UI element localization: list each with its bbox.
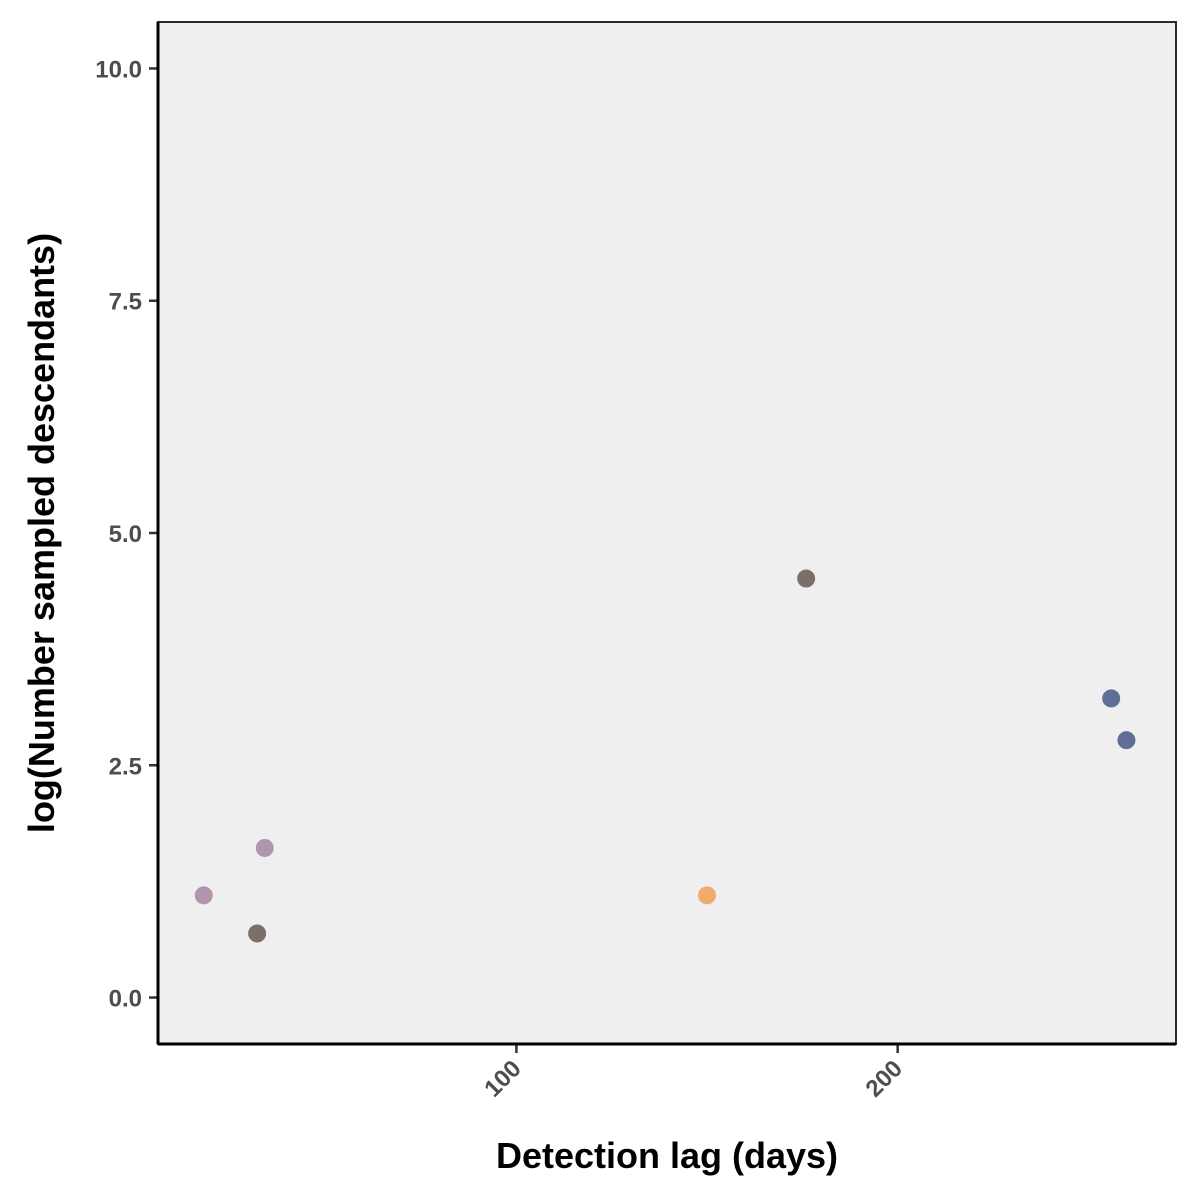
data-point	[255, 838, 274, 857]
x-axis-ticks: 100 200	[479, 1044, 908, 1103]
data-point	[1102, 689, 1121, 708]
data-point	[698, 886, 717, 905]
data-point	[248, 924, 267, 943]
x-axis-title: Detection lag (days)	[496, 1135, 838, 1176]
x-tick-label: 200	[861, 1055, 908, 1102]
y-tick-label: 2.5	[109, 753, 142, 780]
data-point	[797, 569, 816, 588]
y-tick-label: 10.0	[95, 56, 142, 83]
y-tick-label: 0.0	[109, 986, 142, 1013]
data-point	[194, 886, 213, 905]
data-points	[194, 569, 1136, 943]
y-axis-ticks: 0.0 2.5 5.0 7.5 10.0	[95, 56, 158, 1013]
y-tick-label: 5.0	[109, 521, 142, 548]
x-tick-label: 100	[479, 1055, 526, 1102]
plot-panel	[157, 21, 1177, 1045]
data-point	[1117, 731, 1136, 750]
y-tick-label: 7.5	[109, 289, 142, 316]
y-axis-title: log(Number sampled descendants)	[21, 233, 62, 833]
